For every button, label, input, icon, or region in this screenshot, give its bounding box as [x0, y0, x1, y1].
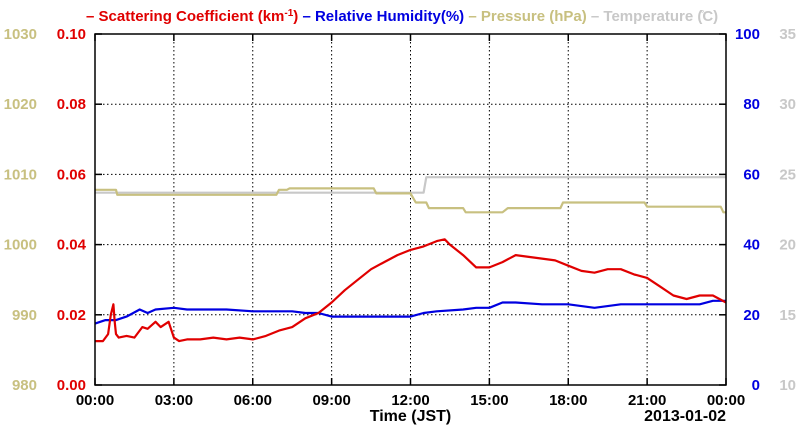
x-tick-label: 15:00 — [470, 392, 508, 409]
scattering-axis-tick-label: 0.00 — [57, 377, 86, 394]
legend: – Scattering Coefficient (km-1) – Relati… — [86, 8, 718, 26]
series-temperature — [95, 176, 726, 194]
temperature-axis-tick-label: 20 — [779, 237, 796, 254]
x-tick-label: 09:00 — [312, 392, 350, 409]
x-tick-label: 00:00 — [707, 392, 745, 409]
legend-item: – Relative Humidity(%) — [298, 8, 464, 25]
series-relative-humidity — [94, 299, 726, 325]
series-pressure — [95, 187, 726, 214]
axes: 00:00 03:00 06:00 09:00 12:00 15:00 18:00 21:00… — [4, 26, 796, 409]
legend-item: – Temperature (̊C) — [587, 8, 718, 25]
scattering-axis-tick-label: 0.02 — [57, 307, 86, 324]
legend-item: – Pressure (hPa) — [464, 8, 587, 25]
temperature-axis-tick-label: 10 — [779, 377, 796, 394]
scattering-axis-tick-label: 0.06 — [57, 166, 86, 183]
pressure-axis-tick-label: 990 — [12, 307, 37, 324]
humidity-axis-tick-label: 0 — [752, 377, 760, 394]
pressure-axis-tick-label: 1030 — [4, 26, 37, 43]
legend-item-close: ) — [293, 8, 298, 25]
legend-superscript: -1 — [284, 8, 293, 19]
humidity-axis-tick-label: 60 — [743, 166, 760, 183]
gridlines — [95, 34, 726, 385]
legend-text: – Scattering Coefficient (km-1) – Relati… — [86, 8, 718, 26]
temperature-axis-tick-label: 35 — [779, 26, 796, 43]
x-tick-label: 00:00 — [76, 392, 114, 409]
scattering-axis-tick-label: 0.04 — [57, 237, 87, 254]
date-label: 2013-01-02 — [644, 408, 726, 425]
pressure-axis-tick-label: 1010 — [4, 166, 37, 183]
humidity-axis-tick-label: 80 — [743, 96, 760, 113]
series-scattering-coefficient — [95, 238, 727, 343]
temperature-axis-tick-label: 15 — [779, 307, 796, 324]
temperature-axis-tick-label: 30 — [779, 96, 796, 113]
x-tick-label: 12:00 — [391, 392, 429, 409]
pressure-axis-tick-label: 1020 — [4, 96, 37, 113]
temperature-axis-tick-label: 25 — [779, 166, 796, 183]
x-tick-label: 18:00 — [549, 392, 587, 409]
x-tick-label: 21:00 — [628, 392, 666, 409]
scattering-axis-tick-label: 0.08 — [57, 96, 86, 113]
humidity-axis-tick-label: 20 — [743, 307, 760, 324]
pressure-axis-tick-label: 1000 — [4, 237, 37, 254]
humidity-axis-tick-label: 40 — [743, 237, 760, 254]
x-axis-label: Time (JST) — [370, 408, 452, 425]
scattering-axis-tick-label: 0.10 — [57, 26, 86, 43]
pressure-axis-tick-label: 980 — [12, 377, 37, 394]
legend-item: – Scattering Coefficient (km — [86, 8, 284, 25]
x-tick-label: 06:00 — [234, 392, 272, 409]
series-lines — [94, 176, 727, 343]
humidity-axis-tick-label: 100 — [735, 26, 760, 43]
x-tick-label: 03:00 — [155, 392, 193, 409]
